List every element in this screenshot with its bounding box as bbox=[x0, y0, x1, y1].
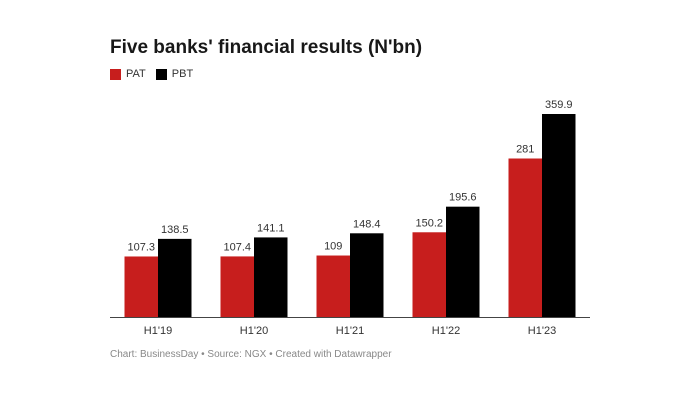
bar-pbt-0 bbox=[158, 238, 192, 317]
data-label: 148.4 bbox=[353, 218, 381, 230]
x-tick-label: H1'20 bbox=[240, 325, 268, 337]
footer-credits: Chart: BusinessDay • Source: NGX • Creat… bbox=[110, 349, 392, 360]
x-tick-label: H1'23 bbox=[528, 325, 556, 337]
data-label: 138.5 bbox=[161, 224, 189, 236]
legend-label-pat: PAT bbox=[126, 68, 146, 80]
x-tick-label: H1'21 bbox=[336, 325, 364, 337]
chart-title: Five banks' financial results (N'bn) bbox=[110, 37, 423, 58]
data-label: 109 bbox=[324, 241, 342, 253]
legend-swatch-pbt bbox=[155, 68, 167, 80]
bar-pat-1 bbox=[220, 256, 254, 317]
x-tick-label: H1'19 bbox=[144, 325, 172, 337]
x-tick-label: H1'22 bbox=[432, 325, 460, 337]
legend-swatch-pat bbox=[110, 68, 121, 80]
data-label: 141.1 bbox=[257, 222, 285, 234]
bar-pbt-2 bbox=[350, 233, 384, 317]
legend-item-pat: PAT bbox=[110, 68, 146, 80]
bar-pbt-3 bbox=[446, 206, 480, 317]
bar-pat-0 bbox=[124, 256, 158, 317]
bar-pat-3 bbox=[412, 232, 446, 317]
data-label: 107.4 bbox=[223, 241, 251, 253]
data-label: 359.9 bbox=[545, 99, 573, 111]
data-label: 281 bbox=[516, 144, 534, 156]
data-label: 195.6 bbox=[449, 192, 477, 204]
bar-pbt-4 bbox=[542, 114, 576, 317]
bar-pbt-1 bbox=[254, 237, 288, 317]
bar-pat-2 bbox=[316, 255, 350, 317]
bar-pat-4 bbox=[508, 158, 542, 317]
legend-label-pbt: PBT bbox=[171, 68, 194, 80]
data-label: 107.3 bbox=[127, 241, 155, 253]
legend: PAT PBT bbox=[110, 68, 193, 80]
legend-item-pbt: PBT bbox=[155, 68, 194, 80]
data-label: 150.2 bbox=[415, 217, 443, 229]
